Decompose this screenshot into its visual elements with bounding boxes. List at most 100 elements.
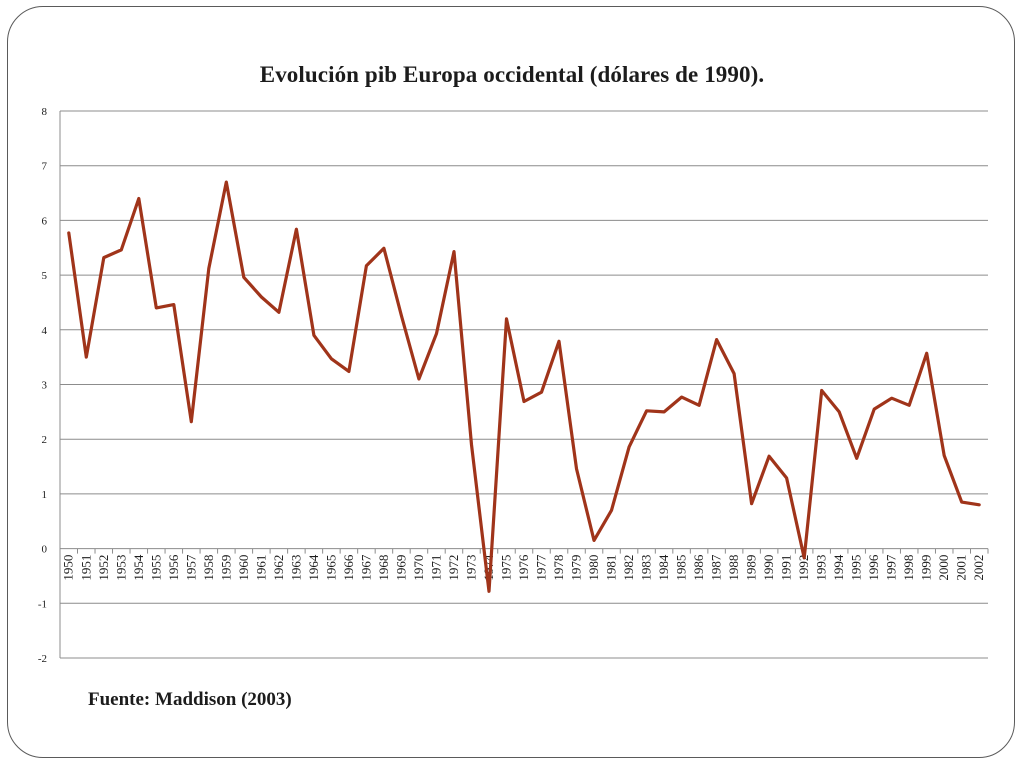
data-point (732, 372, 736, 375)
x-tick-label: 1965 (323, 555, 338, 581)
x-tick-label: 1959 (218, 555, 233, 581)
data-point (662, 410, 666, 414)
x-tick-label: 1979 (569, 555, 584, 581)
series-layer (67, 180, 981, 593)
x-tick-label: 1971 (428, 555, 443, 581)
data-point (382, 247, 386, 250)
x-axis-tick-labels: 1950 1951 1952 1953 1954 1955 1956 1957 1958 1959… (61, 554, 986, 581)
x-tick-label: 1997 (884, 554, 899, 581)
x-tick-label: 1950 (61, 555, 76, 581)
x-tick-label: 1954 (131, 554, 146, 581)
x-tick-label: 1985 (674, 555, 689, 581)
y-tick-label: 8 (42, 106, 48, 118)
data-point (312, 334, 316, 337)
data-point (820, 389, 823, 392)
x-tick-label: 1960 (236, 555, 251, 581)
x-tick-label: 1998 (901, 555, 916, 581)
data-point (207, 267, 211, 270)
data-point (925, 352, 928, 355)
y-tick-label: 6 (42, 215, 48, 227)
chart-title: Evolución pib Europa occidental (dólares… (259, 62, 765, 87)
data-point (102, 256, 105, 259)
data-point (417, 377, 421, 381)
data-point (347, 370, 351, 373)
data-point (837, 410, 841, 414)
data-point (470, 443, 473, 446)
y-tick-label: -2 (38, 653, 47, 665)
data-point (680, 395, 683, 399)
x-tick-label: 1980 (586, 555, 601, 581)
data-point (943, 454, 946, 457)
x-tick-label: 1976 (516, 554, 531, 581)
x-tick-label: 1963 (288, 555, 303, 581)
data-point (960, 500, 963, 504)
x-tick-label: 1983 (639, 555, 654, 581)
data-point (67, 231, 70, 235)
data-point (435, 332, 438, 335)
x-tick-label: 1955 (148, 555, 163, 581)
axes (59, 111, 989, 658)
y-tick-label: -1 (38, 598, 47, 610)
data-point (225, 180, 228, 184)
data-point (505, 317, 508, 321)
x-tick-label: 1968 (376, 555, 391, 581)
series-line (67, 180, 981, 593)
x-tick-label: 1987 (709, 554, 724, 581)
data-point (557, 340, 561, 343)
data-point (85, 355, 88, 359)
data-point (295, 227, 298, 231)
x-tick-label: 1982 (621, 555, 636, 581)
x-tick-label: 1972 (446, 555, 461, 581)
data-point (890, 396, 893, 400)
x-tick-label: 1951 (78, 555, 93, 581)
x-tick-label: 1962 (271, 555, 286, 581)
y-tick-label: 1 (42, 489, 48, 501)
x-tick-label: 1977 (534, 554, 549, 581)
x-tick-label: 1999 (919, 555, 934, 581)
x-tick-label: 1957 (183, 554, 198, 581)
data-point (452, 250, 456, 253)
y-tick-label: 3 (42, 380, 48, 392)
data-point (802, 556, 806, 560)
data-point (767, 454, 771, 458)
data-point (190, 420, 193, 423)
x-tick-label: 1966 (341, 554, 356, 581)
data-point (750, 502, 753, 505)
x-tick-label: 1967 (358, 554, 373, 581)
y-tick-label: 2 (42, 434, 48, 446)
x-tick-label: 1989 (744, 555, 759, 581)
x-tick-label: 1993 (814, 555, 829, 581)
data-point (540, 390, 543, 394)
data-point (365, 264, 368, 268)
y-axis-tick-labels: -2 -1 0 1 2 3 4 5 6 7 8 (38, 106, 48, 665)
x-tick-label: 1991 (779, 555, 794, 581)
x-tick-label: 1964 (306, 554, 321, 581)
y-tick-label: 4 (42, 325, 48, 337)
data-point (487, 590, 491, 593)
source-note: Fuente: Maddison (2003) (88, 689, 292, 710)
x-tick-label: 1973 (463, 555, 478, 581)
data-point (592, 539, 596, 542)
data-point (260, 295, 263, 299)
x-tick-label: 1969 (393, 555, 408, 581)
data-point (575, 467, 578, 470)
y-tick-label: 5 (42, 270, 48, 282)
data-point (137, 197, 140, 200)
data-point (715, 338, 718, 341)
x-tick-label: 1992 (796, 555, 811, 581)
x-tick-label: 1978 (551, 555, 566, 581)
slide-frame (7, 6, 1015, 758)
data-point (242, 276, 246, 279)
data-point (978, 503, 981, 507)
x-tick-label: 1970 (411, 555, 426, 581)
x-tick-label: 1975 (498, 555, 513, 581)
data-point (908, 404, 911, 407)
x-tick-label: 1995 (849, 555, 864, 581)
x-tick-label: 1986 (691, 554, 706, 581)
data-point (120, 248, 123, 252)
data-point (785, 476, 788, 480)
gridlines (60, 110, 988, 659)
data-point (155, 306, 158, 310)
x-tick-label: 1984 (656, 554, 671, 581)
